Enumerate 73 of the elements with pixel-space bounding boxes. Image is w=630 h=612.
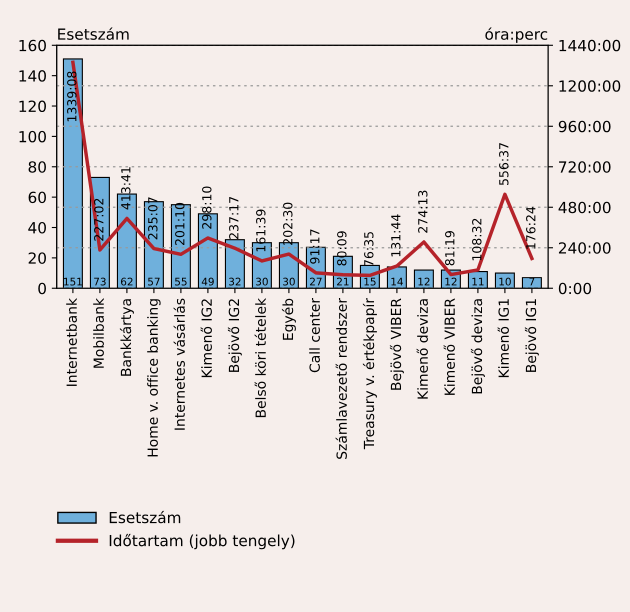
data-label: 235:07 — [148, 197, 158, 240]
data-label: 556:37 — [499, 143, 509, 186]
x-tick-label: Bejövő IG2 — [228, 299, 242, 372]
data-label: 30 — [283, 278, 295, 286]
data-label: 55 — [175, 278, 187, 286]
y2-tick-label: 1440:00 — [560, 40, 620, 52]
data-label: 73 — [94, 278, 106, 286]
data-label: 15 — [364, 278, 376, 286]
data-label: 91:17 — [310, 230, 320, 264]
data-label: 298:10 — [202, 186, 212, 229]
data-label: 27 — [310, 278, 322, 286]
data-label: 76:35 — [364, 232, 374, 266]
data-label: 202:30 — [283, 202, 293, 245]
data-label: 237:17 — [229, 196, 239, 239]
y-tick-label: 0 — [38, 282, 46, 294]
data-label: 49 — [202, 278, 214, 286]
x-tick-label: Call center — [309, 298, 320, 372]
x-tick-label: Kimenő IG2 — [200, 299, 212, 378]
y2-tick-label: 720:00 — [559, 161, 611, 173]
data-label: 131:44 — [391, 214, 401, 256]
y-axis-title: Esetszám — [58, 27, 129, 40]
data-label: 14 — [391, 278, 403, 286]
data-label: 227:02 — [94, 198, 104, 241]
y-tick-label: 40 — [28, 222, 46, 234]
data-label: 57 — [148, 278, 160, 286]
x-tick-label: Belső köri tételek — [254, 298, 266, 418]
data-label: 62 — [121, 278, 132, 286]
data-label: 32 — [229, 278, 240, 286]
data-label: 161:39 — [256, 210, 266, 252]
x-tick-label: Egyéb — [282, 298, 296, 340]
data-label: 151 — [64, 278, 82, 286]
x-tick-label: Mobilbank — [93, 298, 104, 368]
x-tick-label: Bejövő deviza — [470, 299, 485, 394]
y2-tick-label: 0:00 — [558, 282, 592, 294]
x-tick-label: Kimenő deviza — [416, 299, 428, 399]
data-label: 21 — [337, 278, 349, 286]
x-tick-label: Bankkártya — [120, 299, 134, 376]
y2-tick-label: 480:00 — [558, 202, 611, 214]
x-tick-label: Számlavezető rendszer — [336, 298, 347, 459]
data-label: 80:09 — [337, 231, 347, 266]
y-tick-label: 100 — [19, 130, 46, 142]
y-tick-label: 120 — [19, 100, 46, 112]
legend-label: Időtartam (jobb tengely) — [110, 534, 294, 550]
x-tick-label: Kimenő VIBER — [444, 298, 455, 395]
data-label: 10 — [499, 278, 511, 286]
data-label: 108:32 — [472, 218, 482, 260]
data-label: 12 — [418, 278, 430, 286]
data-label: 176:24 — [526, 206, 536, 249]
y-tick-label: 80 — [28, 161, 46, 173]
x-tick-label: Treasury v. értékpapír — [362, 298, 377, 450]
y2-tick-label: 960:00 — [558, 120, 611, 132]
x-tick-label: Home v. office banking — [147, 299, 161, 456]
legend-label: Esetszám — [110, 510, 180, 524]
data-label: 81:19 — [445, 231, 455, 266]
y2-tick-label: 240:00 — [558, 242, 611, 254]
x-tick-label: Kimenő IG1 — [498, 299, 509, 378]
data-label: 1339:08 — [67, 71, 77, 122]
y2-axis-title: óra:perc — [485, 27, 548, 43]
data-label: 12 — [445, 278, 456, 286]
x-tick-label: Bejövő IG1 — [524, 299, 539, 372]
x-tick-label: Internetbank — [66, 298, 77, 386]
data-label: 11 — [472, 278, 484, 286]
data-label: 274:13 — [418, 190, 428, 233]
y-tick-label: 160 — [19, 40, 46, 52]
x-tick-label: Internetes vásárlás — [174, 298, 185, 430]
data-label: 30 — [256, 278, 268, 286]
y-tick-label: 60 — [28, 192, 46, 204]
data-label: 413:41 — [121, 167, 131, 210]
x-tick-label: Bejövő VIBER — [390, 298, 404, 390]
data-label: 201:10 — [175, 202, 185, 246]
y-tick-label: 140 — [19, 70, 46, 82]
y-tick-label: 20 — [28, 252, 46, 264]
y2-tick-label: 1200:00 — [560, 80, 620, 92]
